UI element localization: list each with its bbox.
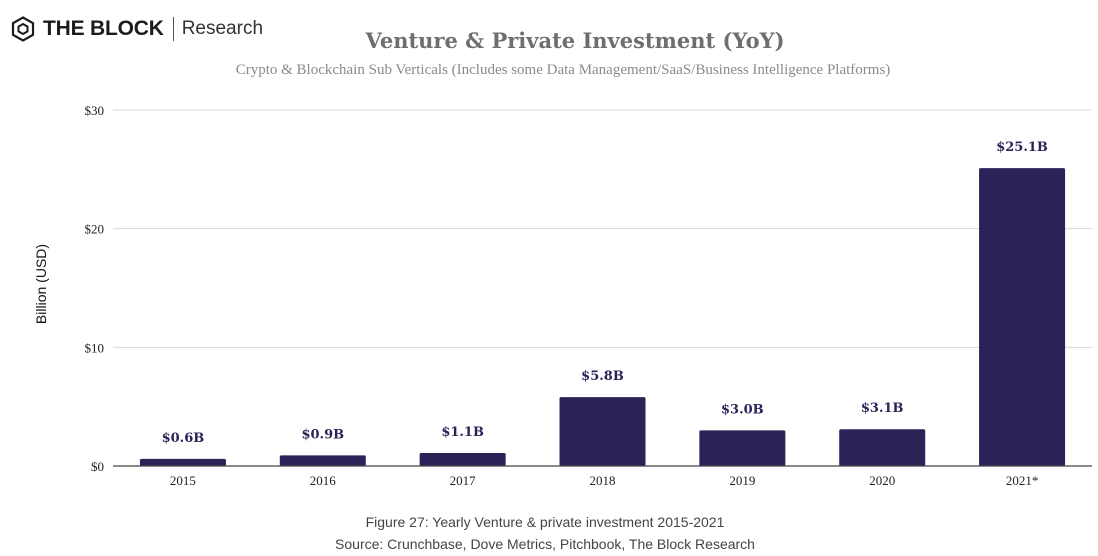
x-tick-label: 2018 [590, 473, 616, 488]
data-label: $1.1B [441, 425, 484, 440]
bar [419, 452, 506, 466]
figure-caption: Figure 27: Yearly Venture & private inve… [365, 514, 725, 530]
source-caption: Source: Crunchbase, Dove Metrics, Pitchb… [335, 536, 755, 552]
data-label: $3.0B [721, 402, 764, 417]
x-tick-label: 2016 [310, 473, 337, 488]
y-tick-label: $30 [85, 103, 105, 118]
bar [139, 458, 226, 466]
y-tick-label: $0 [91, 459, 104, 474]
bar [559, 397, 646, 466]
y-tick-label: $20 [85, 222, 105, 237]
y-tick-label: $10 [85, 340, 105, 355]
data-label: $0.9B [301, 427, 344, 442]
chart-title: Venture & Private Investment (YoY) [365, 28, 785, 53]
logo: THE BLOCK Research [10, 14, 263, 44]
bar [839, 429, 926, 466]
x-tick-label: 2017 [450, 473, 477, 488]
x-tick-label: 2020 [869, 473, 895, 488]
x-tick-label: 2021* [1006, 473, 1039, 488]
logo-brand: THE BLOCK [43, 17, 164, 40]
the-block-logo-icon [11, 16, 35, 42]
logo-product: Research [181, 18, 264, 39]
data-label: $0.6B [162, 431, 205, 446]
x-tick-label: 2015 [170, 473, 196, 488]
logo-divider [172, 17, 174, 41]
x-tick-label: 2019 [729, 473, 755, 488]
bar [279, 455, 366, 466]
bar [979, 168, 1066, 466]
data-label: $3.1B [861, 401, 904, 416]
bar [699, 430, 786, 466]
data-label: $5.8B [581, 369, 624, 384]
chart-subtitle: Crypto & Blockchain Sub Verticals (Inclu… [235, 62, 891, 78]
data-label: $25.1B [996, 140, 1048, 155]
